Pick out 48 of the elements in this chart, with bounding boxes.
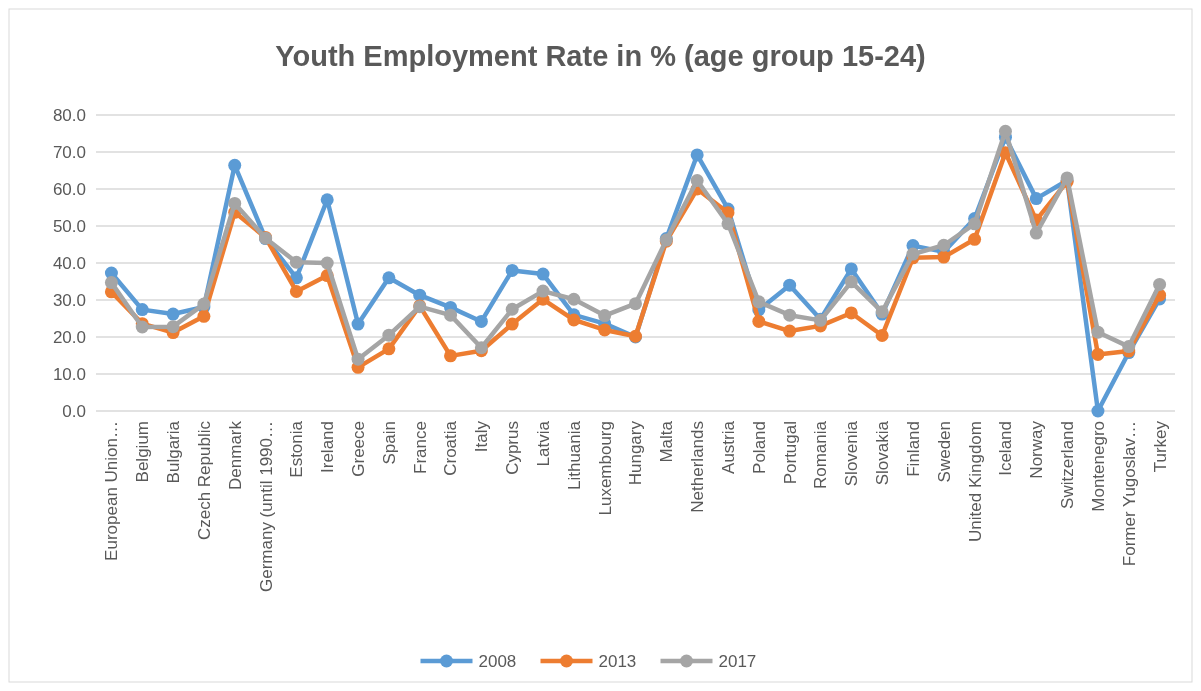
x-tick-label: Slovenia <box>842 420 862 487</box>
x-tick-label: Lithuania <box>564 420 584 491</box>
y-tick-label: 0.0 <box>62 401 86 421</box>
y-tick-label: 60.0 <box>52 179 86 199</box>
x-tick-label: Iceland <box>996 421 1016 476</box>
legend-label: 2013 <box>598 651 637 671</box>
x-tick-label: Poland <box>749 421 769 474</box>
x-tick-label: Romania <box>811 420 831 490</box>
x-tick-label: Bulgaria <box>164 420 184 484</box>
x-tick-label: Latvia <box>533 420 553 467</box>
y-tick-label: 70.0 <box>52 142 86 162</box>
x-tick-label: Ireland <box>318 421 338 473</box>
y-tick-label: 40.0 <box>52 253 86 273</box>
x-tick-label: Norway <box>1027 420 1047 479</box>
y-tick-label: 10.0 <box>52 364 86 384</box>
x-tick-label: Malta <box>657 420 677 463</box>
x-tick-label: Czech Republic <box>194 420 214 541</box>
x-tick-label: Italy <box>472 420 492 453</box>
x-tick-label: France <box>410 421 430 474</box>
x-tick-label: Greece <box>348 421 368 477</box>
y-tick-label: 50.0 <box>52 216 86 236</box>
x-tick-label: Portugal <box>780 421 800 485</box>
x-tick-label: Switzerland <box>1058 421 1078 509</box>
x-tick-label: Turkey <box>1150 420 1170 473</box>
y-tick-label: 20.0 <box>52 327 86 347</box>
x-tick-label: Former Yugoslav… <box>1119 421 1139 567</box>
x-tick-label: Belgium <box>133 421 153 483</box>
legend-label: 2017 <box>718 651 757 671</box>
y-tick-label: 30.0 <box>52 290 86 310</box>
x-tick-label: Sweden <box>934 421 954 483</box>
x-tick-label: Netherlands <box>688 421 708 513</box>
x-tick-label: European Union… <box>102 421 122 561</box>
x-tick-label: United Kingdom <box>965 421 985 542</box>
x-tick-label: Hungary <box>626 420 646 486</box>
x-tick-label: Slovakia <box>873 420 893 486</box>
y-tick-label: 80.0 <box>52 105 86 125</box>
x-tick-label: Luxembourg <box>595 421 615 516</box>
x-tick-label: Finland <box>903 421 923 477</box>
x-tick-label: Germany (until 1990… <box>256 421 276 593</box>
x-tick-label: Cyprus <box>503 421 523 475</box>
legend-label: 2008 <box>478 651 517 671</box>
x-tick-label: Croatia <box>441 420 461 476</box>
x-tick-label: Montenegro <box>1088 421 1108 512</box>
chart-title: Youth Employment Rate in % (age group 15-24) <box>275 40 926 72</box>
x-tick-label: Denmark <box>225 420 245 490</box>
x-tick-label: Spain <box>379 421 399 465</box>
x-tick-label: Estonia <box>287 420 307 478</box>
x-tick-label: Austria <box>718 420 738 474</box>
